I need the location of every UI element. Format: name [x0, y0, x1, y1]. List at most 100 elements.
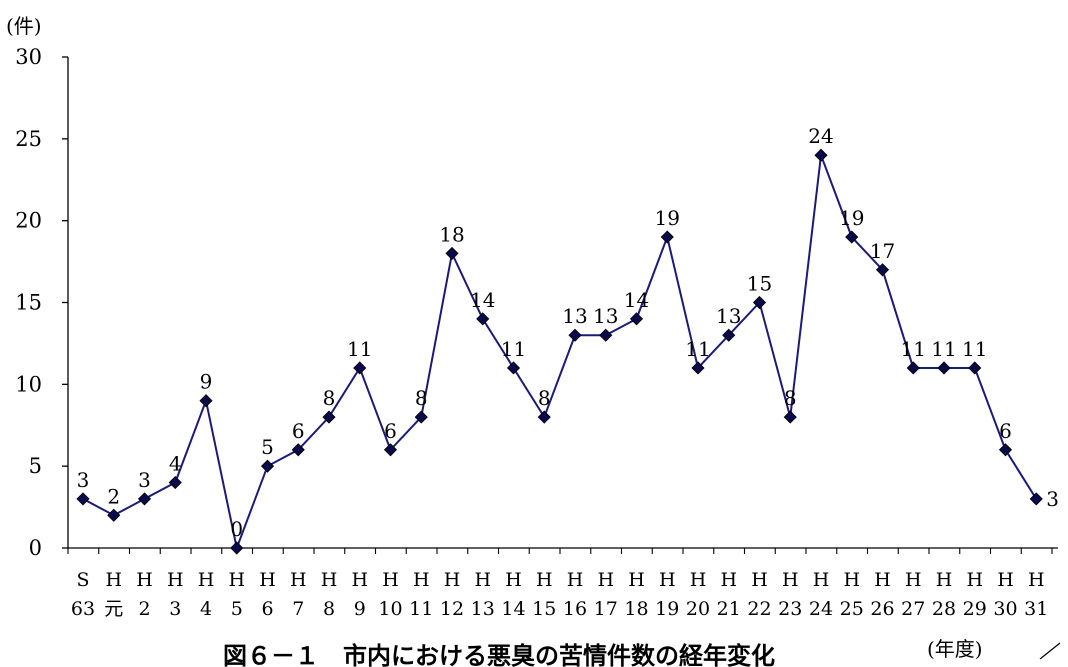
x-tick-label-top: S	[76, 569, 89, 591]
x-tick-label-bottom: 7	[292, 598, 304, 620]
data-point-marker	[1029, 492, 1043, 506]
data-label: 2	[107, 484, 120, 508]
y-tick-label: 10	[15, 372, 42, 396]
x-tick-label-top: H	[474, 569, 491, 591]
x-tick-label-bottom: 15	[532, 598, 556, 620]
x-tick-label-top: H	[782, 569, 799, 591]
data-label: 9	[200, 370, 213, 394]
x-tick-label-top: H	[228, 569, 245, 591]
data-point-marker	[291, 443, 305, 457]
data-label: 14	[470, 288, 495, 312]
x-tick-label-bottom: 12	[440, 598, 464, 620]
data-point-marker	[814, 148, 828, 162]
x-tick-label-bottom: 22	[747, 598, 771, 620]
x-tick-label-top: H	[905, 569, 922, 591]
data-label: 6	[292, 419, 305, 443]
x-tick-label-bottom: 29	[963, 598, 987, 620]
y-tick-label: 30	[15, 45, 42, 69]
x-tick-label-top: H	[966, 569, 983, 591]
y-axis: 0 5 10 15 20 25 30	[15, 45, 69, 560]
data-label: 11	[347, 337, 372, 361]
data-point-marker	[383, 443, 398, 457]
figure-caption: 図６－１ 市内における悪臭の苦情件数の経年変化	[223, 642, 775, 667]
data-point-marker	[414, 410, 428, 424]
x-tick-label-bottom: 14	[501, 598, 525, 620]
x-tick-label-bottom: 元	[104, 598, 123, 620]
x-tick-label-top: H	[659, 569, 676, 591]
data-label: 8	[323, 386, 336, 410]
data-label: 5	[261, 435, 274, 459]
data-label: 8	[415, 386, 428, 410]
data-point-marker	[230, 541, 244, 555]
data-label: 14	[624, 288, 649, 312]
data-point-marker	[660, 230, 674, 244]
x-tick-label-bottom: 8	[323, 598, 335, 620]
data-label: 8	[538, 386, 551, 410]
x-tick-label-bottom: 17	[594, 598, 618, 620]
x-tick-label-top: H	[843, 569, 860, 591]
data-point-marker	[137, 492, 152, 506]
data-point-marker	[568, 328, 582, 342]
data-point-marker	[445, 246, 459, 260]
x-tick-label-top: H	[936, 569, 953, 591]
y-axis-title: (件)	[6, 14, 42, 38]
data-label: 11	[501, 337, 526, 361]
data-label: 24	[808, 124, 833, 148]
x-tick-label-top: H	[751, 569, 768, 591]
x-tick-label-bottom: 11	[409, 598, 433, 620]
data-label: 15	[747, 272, 772, 296]
x-tick-label-bottom: 5	[231, 598, 243, 620]
x-tick-label-bottom: 27	[901, 598, 925, 620]
x-tick-label-bottom: 4	[200, 598, 212, 620]
x-tick-label-top: H	[444, 569, 461, 591]
x-tick-label-top: H	[720, 569, 737, 591]
data-point-marker	[476, 312, 490, 326]
y-tick-label: 5	[29, 454, 42, 478]
data-label: 6	[384, 419, 397, 443]
x-tick-label-top: H	[997, 569, 1014, 591]
data-label: 13	[593, 304, 618, 328]
data-label: 3	[138, 468, 151, 492]
data-label: 8	[784, 386, 797, 410]
data-point-marker	[107, 508, 121, 522]
data-label: 11	[901, 337, 926, 361]
data-label: 11	[685, 337, 710, 361]
data-label: 19	[839, 206, 864, 230]
x-tick-label-bottom: 13	[471, 598, 495, 620]
data-label: 3	[1046, 487, 1059, 511]
x-tick-label-bottom: 21	[717, 598, 741, 620]
data-point-marker	[998, 443, 1013, 457]
data-label: 13	[716, 304, 741, 328]
data-label: 3	[77, 468, 90, 492]
x-tick-label-bottom: 3	[169, 598, 181, 620]
x-tick-label-top: H	[874, 569, 891, 591]
data-point-marker	[783, 410, 797, 424]
x-tick-label-bottom: 10	[378, 598, 402, 620]
x-tick-label-bottom: 23	[778, 598, 802, 620]
data-point-marker	[168, 475, 182, 490]
data-label: 11	[931, 337, 956, 361]
x-tick-label-bottom: 26	[870, 598, 894, 620]
data-point-marker	[875, 263, 890, 277]
x-tick-label-top: H	[382, 569, 399, 591]
x-tick-label-top: H	[597, 569, 614, 591]
x-tick-label-bottom: 2	[138, 598, 150, 620]
data-point-marker	[260, 459, 275, 473]
x-tick-label-top: H	[198, 569, 215, 591]
series-polyline	[82, 154, 1038, 552]
x-tick-label-top: H	[321, 569, 338, 591]
data-label: 6	[999, 419, 1012, 443]
x-tick-label-top: H	[505, 569, 522, 591]
data-label: 4	[169, 452, 182, 476]
x-tick-label-top: H	[690, 569, 707, 591]
data-point-marker	[937, 361, 951, 375]
data-label: 18	[439, 222, 464, 246]
data-point-marker	[599, 328, 613, 342]
x-tick-label-top: H	[1028, 569, 1045, 591]
x-tick-label-top: H	[136, 569, 153, 591]
x-tick-label-bottom: 63	[71, 598, 95, 620]
data-point-marker	[506, 361, 521, 375]
data-point-marker	[722, 328, 736, 342]
